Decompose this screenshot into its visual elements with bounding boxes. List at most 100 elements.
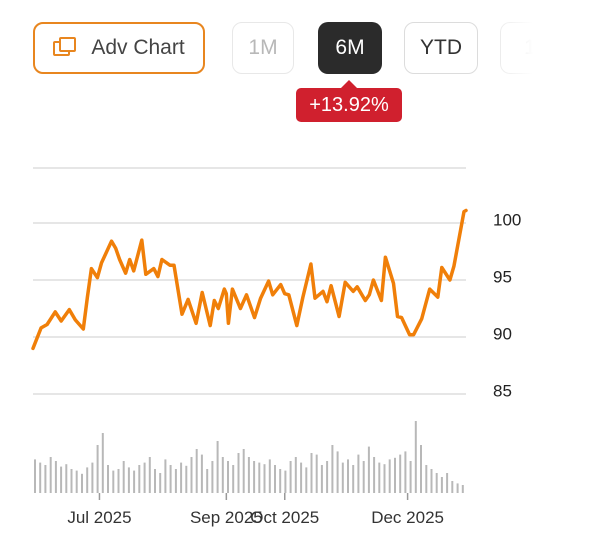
volume-bar bbox=[258, 462, 261, 493]
volume-bar bbox=[86, 467, 89, 493]
volume-bar bbox=[326, 461, 329, 493]
volume-bar bbox=[414, 421, 417, 493]
volume-bar bbox=[200, 454, 203, 493]
toolbar: Adv Chart 1M 6M YTD 1 bbox=[0, 22, 600, 76]
volume-bar bbox=[253, 461, 256, 493]
volume-bar bbox=[107, 465, 109, 493]
volume-bar bbox=[263, 464, 266, 493]
volume-bar bbox=[461, 485, 464, 493]
volume-bar bbox=[331, 445, 334, 493]
volume-bar bbox=[81, 473, 83, 493]
volume-bar bbox=[383, 464, 386, 493]
volume-bar bbox=[143, 462, 146, 493]
volume-bar bbox=[274, 465, 276, 493]
adv-chart-label: Adv Chart bbox=[91, 36, 185, 59]
y-tick-label: 95 bbox=[493, 267, 512, 286]
volume-bar bbox=[70, 469, 73, 493]
volume-bar bbox=[174, 469, 177, 493]
volume-bar bbox=[164, 459, 167, 493]
range-6m-button[interactable]: 6M bbox=[318, 22, 382, 74]
volume-bar bbox=[237, 453, 240, 493]
volume-bar bbox=[347, 459, 349, 493]
volume-bar bbox=[96, 445, 99, 493]
volume-bar bbox=[75, 470, 78, 493]
volume-bar bbox=[232, 465, 235, 493]
adv-chart-icon bbox=[53, 37, 79, 59]
volume-bar bbox=[284, 470, 287, 493]
x-tick-label: Oct 2025 bbox=[250, 508, 319, 527]
volume-bar bbox=[180, 462, 183, 493]
volume-bars bbox=[34, 421, 464, 493]
volume-bar bbox=[446, 473, 449, 493]
volume-bar bbox=[300, 462, 303, 493]
price-line bbox=[31, 208, 468, 351]
volume-bar bbox=[190, 457, 193, 493]
volume-bar bbox=[91, 462, 94, 493]
volume-bar bbox=[440, 477, 443, 493]
volume-bar bbox=[373, 457, 376, 493]
volume-bar bbox=[357, 454, 360, 493]
volume-bar bbox=[425, 465, 428, 493]
y-tick-label: 90 bbox=[493, 324, 512, 343]
volume-bar bbox=[404, 451, 407, 493]
volume-bar bbox=[49, 457, 52, 493]
volume-bar bbox=[435, 473, 438, 493]
x-tick-label: Sep 2025 bbox=[190, 508, 263, 527]
volume-bar bbox=[185, 465, 188, 493]
volume-bar bbox=[148, 457, 151, 493]
volume-bar bbox=[430, 469, 433, 493]
volume-bar bbox=[101, 433, 104, 493]
y-tick-label: 85 bbox=[493, 381, 512, 400]
volume-bar bbox=[133, 470, 136, 493]
volume-bar bbox=[195, 449, 198, 493]
volume-bar bbox=[39, 462, 42, 493]
volume-bar bbox=[451, 481, 454, 493]
toolbar-fade bbox=[540, 22, 600, 76]
volume-bar bbox=[242, 449, 245, 493]
volume-bar bbox=[169, 465, 172, 493]
volume-bar bbox=[154, 469, 156, 493]
x-tick-label: Jul 2025 bbox=[67, 508, 131, 527]
volume-bar bbox=[305, 467, 308, 493]
volume-bar bbox=[388, 459, 391, 493]
volume-bar bbox=[315, 454, 318, 493]
volume-bar bbox=[279, 469, 282, 493]
adv-chart-button[interactable]: Adv Chart bbox=[33, 22, 205, 74]
volume-bar bbox=[34, 459, 36, 493]
grid-lines bbox=[33, 167, 466, 395]
volume-bar bbox=[399, 454, 402, 493]
volume-bar bbox=[268, 459, 271, 493]
volume-bar bbox=[352, 465, 355, 493]
x-tick-label: Dec 2025 bbox=[371, 508, 444, 527]
volume-bar bbox=[44, 465, 47, 493]
volume-bar bbox=[60, 466, 63, 493]
volume-bar bbox=[54, 461, 57, 493]
volume-bar bbox=[289, 461, 292, 493]
volume-bar bbox=[378, 462, 381, 493]
volume-bar bbox=[336, 451, 339, 493]
volume-bar bbox=[420, 445, 422, 493]
y-tick-label: 100 bbox=[493, 210, 521, 229]
volume-bar bbox=[65, 464, 68, 493]
volume-bar bbox=[247, 457, 250, 493]
volume-bar bbox=[310, 453, 313, 493]
volume-bar bbox=[211, 461, 214, 493]
volume-bar bbox=[159, 473, 162, 493]
volume-bar bbox=[216, 441, 219, 493]
volume-bar bbox=[112, 470, 115, 493]
volume-bar bbox=[341, 462, 344, 493]
volume-bar bbox=[294, 457, 297, 493]
volume-bar bbox=[117, 469, 120, 493]
volume-bar bbox=[221, 457, 224, 493]
volume-bar bbox=[409, 461, 412, 493]
volume-bar bbox=[127, 467, 130, 493]
range-1m-button[interactable]: 1M bbox=[232, 22, 294, 74]
volume-bar bbox=[394, 457, 396, 493]
volume-bar bbox=[456, 483, 459, 493]
range-ytd-button[interactable]: YTD bbox=[404, 22, 478, 74]
volume-bar bbox=[122, 461, 125, 493]
volume-bar bbox=[206, 469, 209, 493]
volume-bar bbox=[227, 461, 229, 493]
